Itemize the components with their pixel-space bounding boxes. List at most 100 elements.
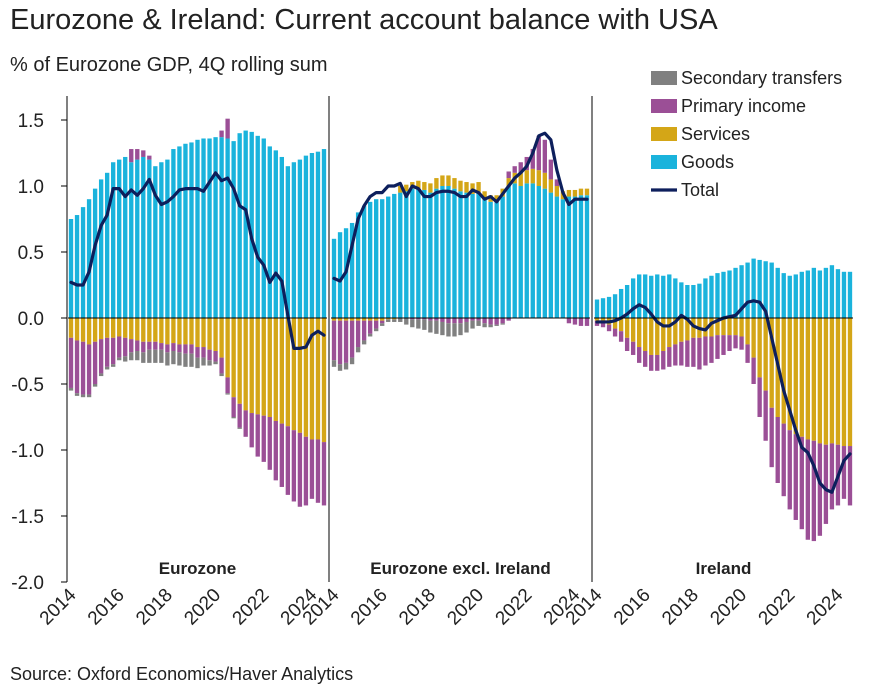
bar-primary — [781, 423, 786, 497]
bar-primary — [159, 343, 164, 350]
bar-services — [331, 318, 337, 321]
bar-secondary — [98, 373, 104, 377]
bar-primary — [416, 318, 421, 320]
bar-primary — [811, 440, 817, 542]
bar-goods — [811, 267, 817, 318]
chart-title: Eurozone & Ireland: Current account bala… — [10, 4, 718, 36]
bar-goods — [111, 162, 116, 318]
bar-primary — [612, 328, 618, 337]
bar-goods — [548, 192, 554, 318]
bar-secondary — [92, 384, 98, 387]
bar-goods — [92, 188, 98, 318]
bar-services — [464, 182, 469, 193]
bar-goods — [763, 261, 768, 318]
bar-primary — [349, 320, 355, 358]
bar-services — [715, 318, 720, 336]
bar-goods — [428, 192, 433, 318]
legend-label: Services — [681, 124, 750, 144]
bar-primary — [428, 318, 433, 321]
x-tick-label: 2018 — [658, 585, 703, 630]
bar-goods — [655, 274, 660, 318]
bar-goods — [279, 156, 284, 318]
bar-services — [129, 318, 134, 340]
bar-services — [123, 318, 128, 338]
bar-secondary — [189, 353, 194, 367]
legend-label: Goods — [681, 152, 734, 172]
bar-secondary — [165, 352, 170, 366]
bar-goods — [147, 159, 152, 318]
bar-services — [213, 318, 218, 351]
bar-primary — [337, 320, 343, 365]
bar-goods — [321, 149, 327, 318]
bar-primary — [703, 336, 708, 366]
bar-goods — [213, 137, 218, 318]
bar-secondary — [331, 360, 337, 367]
bar-primary — [584, 318, 590, 326]
y-tick-label: 0.0 — [18, 309, 44, 330]
bar-primary — [709, 336, 714, 363]
bar-primary — [697, 337, 702, 370]
bar-primary — [355, 320, 361, 348]
bar-goods — [267, 146, 272, 318]
bar-goods — [337, 232, 343, 318]
bar-primary — [637, 347, 642, 363]
x-tick-label: 2022 — [492, 585, 537, 630]
bar-goods — [566, 196, 572, 318]
bar-secondary — [416, 319, 421, 329]
bar-primary — [751, 357, 756, 384]
y-tick-label: 1.0 — [18, 177, 44, 198]
bar-goods — [225, 138, 230, 318]
bar-secondary — [68, 387, 74, 391]
bar-goods — [374, 199, 379, 318]
bar-secondary — [428, 320, 433, 333]
bar-services — [584, 188, 590, 196]
bar-primary — [494, 318, 499, 325]
bar-secondary — [337, 364, 343, 371]
bar-services — [117, 318, 122, 337]
bar-services — [649, 318, 654, 355]
panel-label: Ireland — [696, 559, 752, 578]
bar-secondary — [123, 356, 128, 362]
legend-swatch-secondary — [651, 71, 677, 85]
bar-goods — [207, 138, 212, 318]
bar-secondary — [464, 321, 469, 333]
bar-services — [554, 186, 560, 197]
bar-services — [177, 318, 182, 345]
bar-goods — [606, 296, 612, 318]
bar-goods — [781, 273, 786, 318]
bar-primary — [817, 443, 823, 536]
bar-goods — [709, 275, 714, 318]
bar-primary — [649, 354, 654, 371]
bar-primary — [829, 443, 835, 510]
bar-goods — [153, 166, 158, 318]
bar-services — [219, 318, 224, 358]
bar-primary — [297, 432, 303, 507]
bar-goods — [434, 188, 439, 318]
bar-services — [817, 318, 823, 444]
bar-goods — [679, 282, 684, 318]
bar-goods — [416, 188, 421, 318]
bar-primary — [129, 339, 134, 353]
bar-services — [494, 195, 499, 202]
bar-services — [673, 318, 678, 345]
y-tick-label: -2.0 — [11, 573, 44, 594]
bar-secondary — [111, 364, 116, 367]
bar-services — [757, 318, 762, 378]
bar-secondary — [374, 328, 379, 332]
bar-secondary — [153, 349, 158, 363]
bar-secondary — [470, 320, 475, 329]
bar-primary — [249, 413, 254, 448]
bar-services — [518, 172, 523, 186]
bar-goods — [630, 278, 636, 318]
bar-primary — [667, 347, 672, 367]
bar-primary — [141, 150, 146, 157]
bar-services — [829, 318, 835, 444]
bar-primary — [315, 439, 321, 503]
bar-goods — [201, 138, 206, 318]
bar-services — [624, 318, 630, 338]
bar-primary — [374, 320, 379, 329]
bar-secondary — [458, 323, 463, 336]
bar-goods — [775, 267, 780, 318]
bar-primary — [213, 351, 218, 362]
